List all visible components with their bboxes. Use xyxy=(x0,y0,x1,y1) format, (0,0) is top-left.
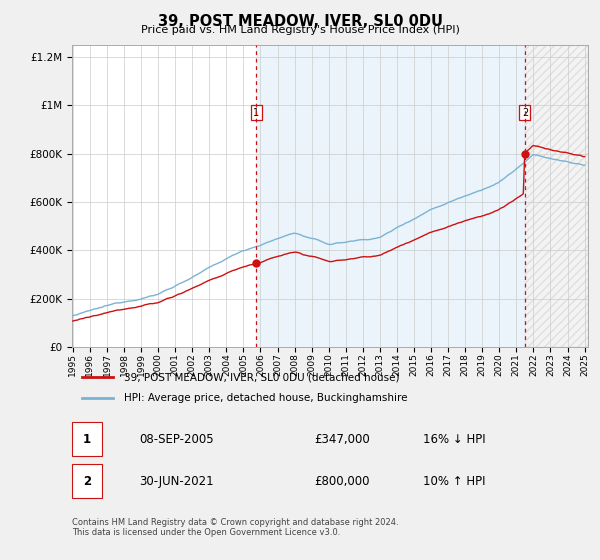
Bar xyxy=(72,422,102,456)
Text: 39, POST MEADOW, IVER, SL0 0DU (detached house): 39, POST MEADOW, IVER, SL0 0DU (detached… xyxy=(124,372,399,382)
Text: 1: 1 xyxy=(83,432,91,446)
Text: 2: 2 xyxy=(83,474,91,488)
Text: Contains HM Land Registry data © Crown copyright and database right 2024.
This d: Contains HM Land Registry data © Crown c… xyxy=(72,518,398,538)
Bar xyxy=(525,45,588,347)
Text: 2: 2 xyxy=(522,108,528,118)
Text: 1: 1 xyxy=(253,108,259,118)
Text: £347,000: £347,000 xyxy=(314,432,370,446)
Text: HPI: Average price, detached house, Buckinghamshire: HPI: Average price, detached house, Buck… xyxy=(124,393,407,403)
Text: £800,000: £800,000 xyxy=(314,474,370,488)
Bar xyxy=(72,464,102,498)
Bar xyxy=(256,45,525,347)
Text: 08-SEP-2005: 08-SEP-2005 xyxy=(139,432,214,446)
Text: Price paid vs. HM Land Registry's House Price Index (HPI): Price paid vs. HM Land Registry's House … xyxy=(140,25,460,35)
Text: 10% ↑ HPI: 10% ↑ HPI xyxy=(423,474,485,488)
Text: 16% ↓ HPI: 16% ↓ HPI xyxy=(423,432,485,446)
Text: 39, POST MEADOW, IVER, SL0 0DU: 39, POST MEADOW, IVER, SL0 0DU xyxy=(157,14,443,29)
Text: 30-JUN-2021: 30-JUN-2021 xyxy=(139,474,214,488)
